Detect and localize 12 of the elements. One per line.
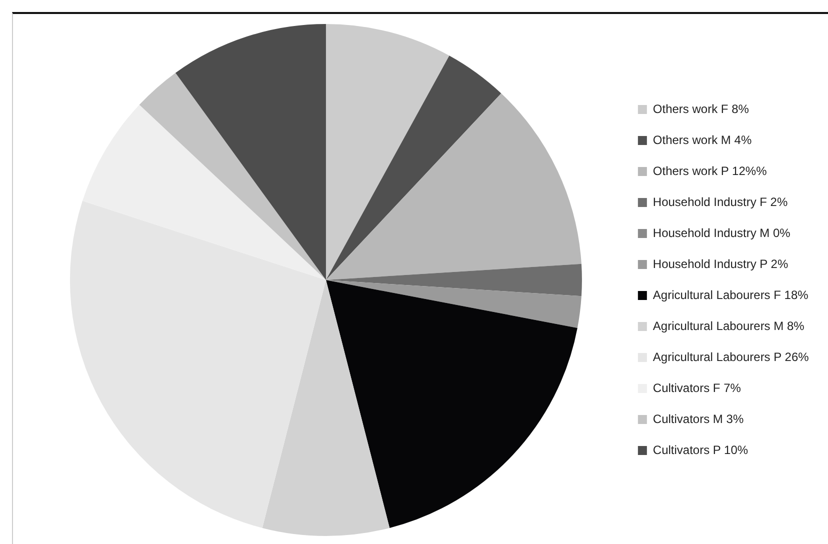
legend-label: Agricultural Labourers P 26% [652,350,810,364]
legend-label: Agricultural Labourers M 8% [652,318,805,333]
legend-label: Others work P 12%% [652,164,768,178]
legend-label: Others work M 4% [652,132,752,147]
legend-label: Cultivators F 7% [652,380,742,395]
legend-label: Agricultural Labourers F 18% [652,288,809,302]
legend-label: Others work F 8% [652,102,750,116]
legend-label: Household Industry M 0% [652,226,791,240]
legend-label: Household Industry F 2% [652,194,788,209]
legend-label: Cultivators P 10% [652,442,748,457]
legend-label: Household Industry P 2% [652,256,788,271]
legend-label: Cultivators M 3% [652,412,744,426]
